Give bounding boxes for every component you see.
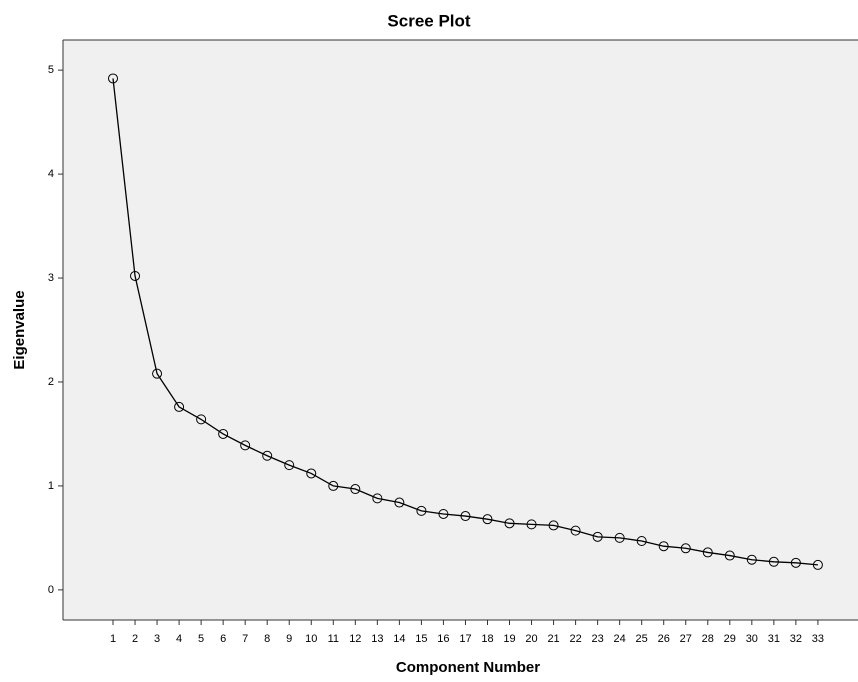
- y-axis-title: Eigenvalue: [11, 290, 28, 369]
- x-tick-label: 6: [220, 633, 226, 645]
- y-tick-label: 5: [48, 64, 54, 76]
- x-tick-label: 25: [636, 633, 648, 645]
- data-point: [724, 550, 735, 561]
- x-tick-label: 15: [415, 633, 427, 645]
- data-point: [526, 519, 537, 530]
- x-axis-title: Component Number: [396, 659, 540, 676]
- data-point: [460, 511, 471, 522]
- y-tick-label: 3: [48, 272, 54, 284]
- x-tick-label: 2: [132, 633, 138, 645]
- x-tick-label: 1: [110, 633, 116, 645]
- data-point: [174, 401, 185, 412]
- x-tick-label: 23: [592, 633, 604, 645]
- data-point: [658, 541, 669, 552]
- data-point: [394, 497, 405, 508]
- data-point: [328, 480, 339, 491]
- data-point: [108, 73, 119, 84]
- data-point: [702, 547, 713, 558]
- data-point: [262, 450, 273, 461]
- x-tick-label: 30: [746, 633, 758, 645]
- data-point: [504, 518, 515, 529]
- data-point: [306, 468, 317, 479]
- data-point: [548, 520, 559, 531]
- y-tick-label: 1: [48, 480, 54, 492]
- x-tick-label: 16: [437, 633, 449, 645]
- chart-title: Scree Plot: [387, 11, 470, 30]
- data-point: [790, 557, 801, 568]
- x-tick-label: 5: [198, 633, 204, 645]
- data-point: [152, 368, 163, 379]
- data-point: [438, 508, 449, 519]
- x-tick-label: 9: [286, 633, 292, 645]
- y-tick-label: 0: [48, 584, 54, 596]
- data-point: [284, 460, 295, 471]
- x-tick-label: 12: [349, 633, 361, 645]
- data-point: [768, 556, 779, 567]
- x-tick-label: 33: [812, 633, 824, 645]
- x-tick-label: 3: [154, 633, 160, 645]
- x-tick-label: 24: [614, 633, 626, 645]
- x-tick-label: 10: [305, 633, 317, 645]
- x-tick-label: 18: [481, 633, 493, 645]
- x-tick-label: 13: [371, 633, 383, 645]
- x-tick-label: 26: [658, 633, 670, 645]
- x-tick-label: 31: [768, 633, 780, 645]
- x-tick-label: 32: [790, 633, 802, 645]
- x-tick-label: 8: [264, 633, 270, 645]
- data-point: [614, 532, 625, 543]
- data-point: [218, 428, 229, 439]
- x-tick-label: 27: [680, 633, 692, 645]
- data-point: [416, 505, 427, 516]
- data-point: [746, 554, 757, 565]
- x-tick-label: 7: [242, 633, 248, 645]
- x-tick-label: 19: [503, 633, 515, 645]
- data-point: [240, 440, 251, 451]
- x-tick-label: 4: [176, 633, 182, 645]
- data-point: [372, 493, 383, 504]
- data-point: [570, 525, 581, 536]
- x-tick-label: 20: [525, 633, 537, 645]
- data-point: [130, 270, 141, 281]
- plot-area: [63, 40, 858, 620]
- data-point: [592, 531, 603, 542]
- y-tick-label: 2: [48, 376, 54, 388]
- data-point: [680, 543, 691, 554]
- x-tick-label: 29: [724, 633, 736, 645]
- x-tick-label: 17: [459, 633, 471, 645]
- x-tick-label: 28: [702, 633, 714, 645]
- data-point: [350, 484, 361, 495]
- y-tick-label: 4: [48, 168, 54, 180]
- data-point: [196, 414, 207, 425]
- data-point: [636, 536, 647, 547]
- data-point: [812, 559, 823, 570]
- x-tick-label: 21: [547, 633, 559, 645]
- x-tick-label: 22: [569, 633, 581, 645]
- series-line: [112, 78, 818, 566]
- data-point: [482, 514, 493, 525]
- x-tick-label: 11: [328, 633, 339, 645]
- x-tick-label: 14: [393, 633, 405, 645]
